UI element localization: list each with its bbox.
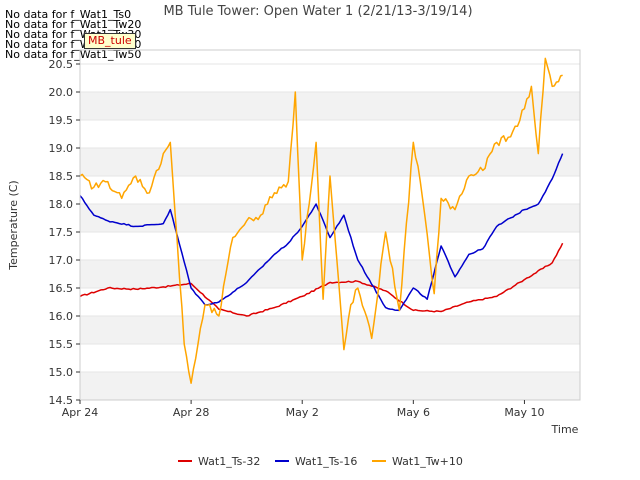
grid-band [80, 148, 580, 176]
y-tick-label: 18.0 [49, 198, 74, 211]
y-tick-label: 18.5 [49, 170, 74, 183]
series-line [79, 153, 564, 312]
y-tick-label: 15.5 [49, 338, 74, 351]
y-tick-label: 20.5 [49, 58, 74, 71]
no-data-message: No data for f_Wat1_Tw30 [5, 28, 142, 41]
no-data-message: No data for f_Wat1_Tw50 [5, 48, 142, 61]
no-data-message: No data for f_Wat1_Tw20 [5, 18, 142, 31]
y-tick-label: 17.0 [49, 254, 74, 267]
grid-band [80, 316, 580, 344]
x-tick-label: Apr 24 [62, 406, 99, 419]
grid-bands [80, 63, 580, 401]
y-axis-label: Temperature (C) [7, 180, 20, 270]
x-axis-label: Time [551, 423, 579, 436]
y-tick-label: 20.0 [49, 86, 74, 99]
no-data-message: No data for f_Wat1_Tw40 [5, 38, 142, 51]
x-tick-label: May 2 [286, 406, 319, 419]
legend-label: Wat1_Tw+10 [392, 455, 463, 468]
legend-label: Wat1_Ts-16 [295, 455, 357, 468]
y-tick-label: 16.0 [49, 310, 74, 323]
x-tick-label: Apr 28 [173, 406, 210, 419]
no-data-message: No data for f_Wat1_Ts0 [5, 8, 132, 21]
grid-band [80, 372, 580, 400]
x-axis-ticks: Apr 24 Apr 28 May 2 May 6 May 10 [62, 400, 545, 419]
grid-band [80, 92, 580, 120]
grid-band [80, 260, 580, 288]
y-tick-label: 19.0 [49, 142, 74, 155]
site-tag: MB_tule [84, 33, 136, 49]
x-tick-label: May 10 [504, 406, 544, 419]
series-lines [79, 57, 564, 384]
y-tick-label: 19.5 [49, 114, 74, 127]
plot-frame [79, 49, 581, 401]
y-tick-label: 14.5 [49, 394, 74, 407]
grid-band [80, 204, 580, 232]
y-tick-label: 15.0 [49, 366, 74, 379]
y-tick-label: 16.5 [49, 282, 74, 295]
chart-title: MB Tule Tower: Open Water 1 (2/21/13-3/1… [163, 4, 472, 19]
series-line [79, 57, 563, 384]
y-tick-label: 17.5 [49, 226, 74, 239]
x-tick-label: May 6 [397, 406, 430, 419]
legend: Wat1_Ts-32 Wat1_Ts-16 Wat1_Tw+10 [178, 455, 463, 468]
y-axis-ticks: 14.5 15.0 15.5 16.0 16.5 17.0 17.5 18.0 18.5 19.0… [49, 58, 80, 407]
legend-label: Wat1_Ts-32 [198, 455, 260, 468]
